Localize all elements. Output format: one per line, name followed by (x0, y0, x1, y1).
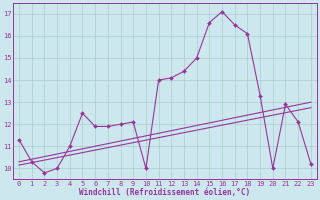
X-axis label: Windchill (Refroidissement éolien,°C): Windchill (Refroidissement éolien,°C) (79, 188, 251, 197)
